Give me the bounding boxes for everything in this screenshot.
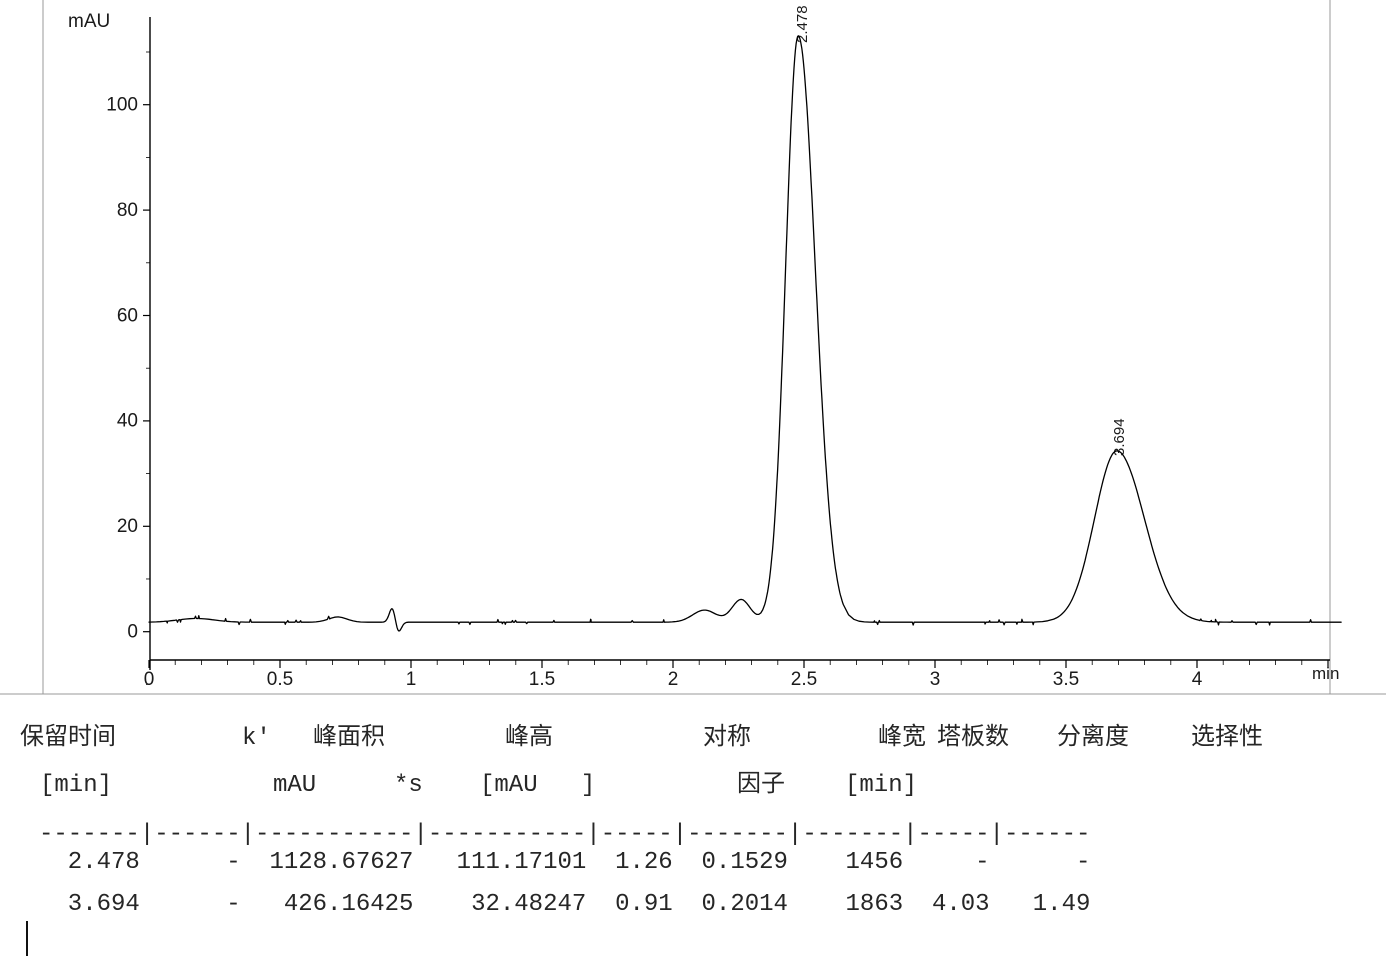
svg-text:3.694: 3.694 <box>1111 418 1128 456</box>
svg-text:4: 4 <box>1192 669 1203 690</box>
svg-text:1: 1 <box>406 669 417 690</box>
svg-text:20: 20 <box>117 516 138 537</box>
svg-text:3: 3 <box>930 669 941 690</box>
svg-text:2.5: 2.5 <box>791 669 817 690</box>
svg-text:0.5: 0.5 <box>267 669 293 690</box>
svg-text:60: 60 <box>117 305 138 326</box>
svg-text:1.5: 1.5 <box>529 669 555 690</box>
svg-text:0: 0 <box>144 669 155 690</box>
svg-text:0: 0 <box>127 622 138 643</box>
svg-text:min: min <box>1312 664 1339 683</box>
svg-text:2: 2 <box>668 669 679 690</box>
svg-text:40: 40 <box>117 411 138 432</box>
svg-text:3.5: 3.5 <box>1053 669 1079 690</box>
